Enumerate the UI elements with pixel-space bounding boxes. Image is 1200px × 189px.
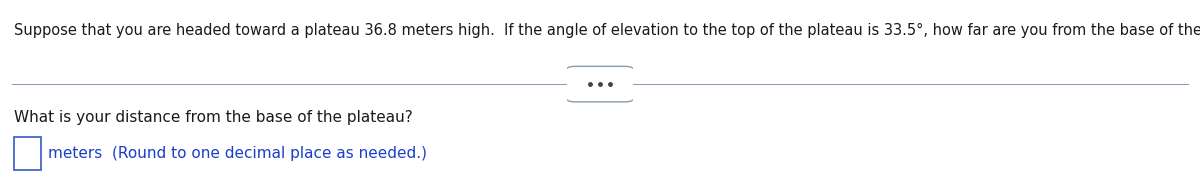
- FancyBboxPatch shape: [565, 66, 635, 102]
- Text: meters  (Round to one decimal place as needed.): meters (Round to one decimal place as ne…: [48, 146, 427, 161]
- Bar: [14, 137, 41, 170]
- Text: Suppose that you are headed toward a plateau 36.8 meters high.  If the angle of : Suppose that you are headed toward a pla…: [14, 23, 1200, 38]
- Text: What is your distance from the base of the plateau?: What is your distance from the base of t…: [14, 110, 413, 125]
